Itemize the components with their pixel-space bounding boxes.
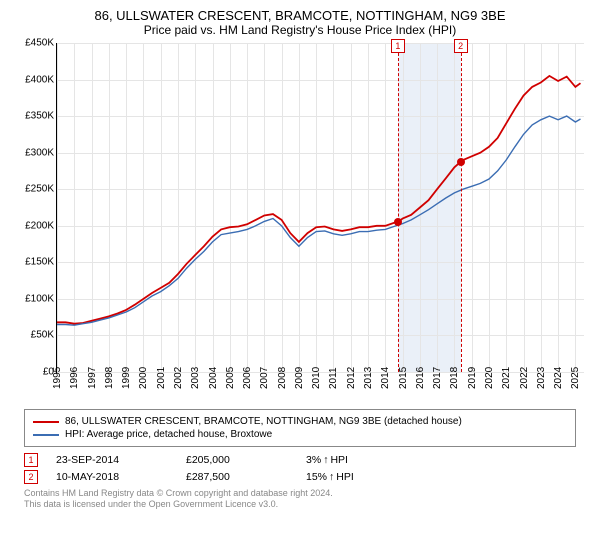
x-tick-label: 1997 [87,367,98,389]
sale-marker-number: 2 [454,39,468,53]
sale-number: 2 [24,470,38,484]
x-tick-label: 2017 [432,367,443,389]
x-tick-label: 2004 [208,367,219,389]
y-axis: £0£50K£100K£150K£200K£250K£300K£350K£400… [12,43,56,373]
x-tick-label: 1995 [52,367,63,389]
x-tick-label: 2022 [519,367,530,389]
x-tick-label: 2019 [467,367,478,389]
y-tick-label: £300K [25,147,54,158]
legend-item: 86, ULLSWATER CRESCENT, BRAMCOTE, NOTTIN… [33,416,567,427]
arrow-up-icon: ↑ [323,454,328,466]
sale-date: 23-SEP-2014 [56,454,186,466]
y-tick-label: £350K [25,111,54,122]
plot-region: 12 [56,43,584,373]
sale-price: £205,000 [186,454,306,466]
x-tick-label: 2008 [277,367,288,389]
chart-area: £0£50K£100K£150K£200K£250K£300K£350K£400… [12,43,588,403]
sale-row: 2 10-MAY-2018£287,50015% ↑ HPI [24,470,576,484]
legend-label: HPI: Average price, detached house, Brox… [65,429,272,440]
chart-title: 86, ULLSWATER CRESCENT, BRAMCOTE, NOTTIN… [12,8,588,23]
x-tick-label: 2025 [570,367,581,389]
x-tick-label: 2014 [380,367,391,389]
legend-label: 86, ULLSWATER CRESCENT, BRAMCOTE, NOTTIN… [65,416,462,427]
x-tick-label: 1996 [69,367,80,389]
y-tick-label: £150K [25,257,54,268]
footer-line2: This data is licensed under the Open Gov… [24,499,576,510]
arrow-up-icon: ↑ [329,471,334,483]
sale-row: 1 23-SEP-2014£205,0003% ↑ HPI [24,453,576,467]
x-tick-label: 2018 [449,367,460,389]
y-tick-label: £100K [25,293,54,304]
y-tick-label: £200K [25,220,54,231]
y-tick-label: £450K [25,38,54,49]
sale-pct: 15% ↑ HPI [306,471,354,483]
sale-pct: 3% ↑ HPI [306,454,348,466]
footer-line1: Contains HM Land Registry data © Crown c… [24,488,576,499]
sale-number: 1 [24,453,38,467]
legend-swatch [33,434,59,436]
sale-vline [398,43,399,372]
x-tick-label: 2024 [553,367,564,389]
y-tick-label: £400K [25,74,54,85]
x-tick-label: 2013 [363,367,374,389]
x-tick-label: 2002 [173,367,184,389]
x-tick-label: 2007 [259,367,270,389]
sale-date: 10-MAY-2018 [56,471,186,483]
chart-subtitle: Price paid vs. HM Land Registry's House … [12,23,588,37]
x-tick-label: 2016 [415,367,426,389]
legend-swatch [33,421,59,423]
x-tick-label: 1999 [121,367,132,389]
x-tick-label: 1998 [104,367,115,389]
sale-marker-number: 1 [391,39,405,53]
x-tick-label: 2023 [536,367,547,389]
y-tick-label: £50K [31,330,54,341]
x-tick-label: 2006 [242,367,253,389]
series-line [57,116,581,325]
x-tick-label: 2015 [398,367,409,389]
legend: 86, ULLSWATER CRESCENT, BRAMCOTE, NOTTIN… [24,409,576,447]
x-tick-label: 2003 [190,367,201,389]
x-tick-label: 2021 [501,367,512,389]
x-tick-label: 2011 [328,367,339,389]
footer-attribution: Contains HM Land Registry data © Crown c… [24,488,576,511]
x-tick-label: 2012 [346,367,357,389]
x-tick-label: 2001 [156,367,167,389]
x-tick-label: 2020 [484,367,495,389]
series-line [57,76,581,324]
sale-vline [461,43,462,372]
sale-point [457,158,465,166]
series-svg [57,43,584,372]
sale-price: £287,500 [186,471,306,483]
x-tick-label: 2010 [311,367,322,389]
x-tick-label: 2005 [225,367,236,389]
sales-table: 1 23-SEP-2014£205,0003% ↑ HPI 2 10-MAY-2018… [24,453,576,484]
x-tick-label: 2009 [294,367,305,389]
y-tick-label: £250K [25,184,54,195]
legend-item: HPI: Average price, detached house, Brox… [33,429,567,440]
x-axis: 1995199619971998199920002001200220032004… [56,373,584,403]
sale-point [394,218,402,226]
x-tick-label: 2000 [138,367,149,389]
